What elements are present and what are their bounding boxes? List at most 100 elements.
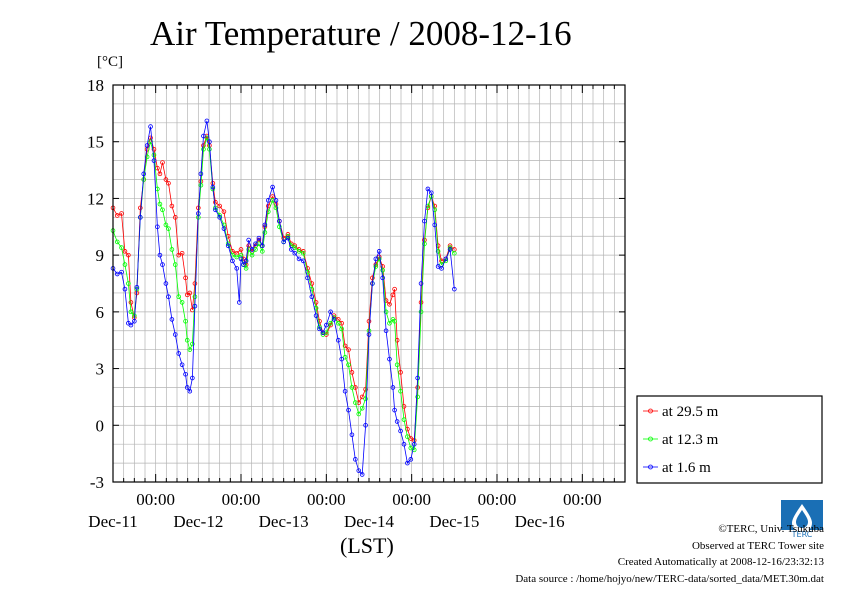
data-point xyxy=(339,326,344,332)
data-point xyxy=(452,250,457,256)
x-tick-date-label: Dec-11 xyxy=(88,512,137,531)
x-axis-label: (LST) xyxy=(340,533,394,558)
data-point xyxy=(119,211,124,216)
data-point xyxy=(163,281,169,286)
x-tick-date-label: Dec-13 xyxy=(259,512,309,531)
data-point xyxy=(246,237,251,243)
data-point xyxy=(425,186,431,192)
data-point xyxy=(335,320,341,326)
data-point xyxy=(273,205,279,211)
data-point xyxy=(126,252,131,258)
data-point xyxy=(356,468,362,473)
data-point xyxy=(277,224,282,230)
data-point xyxy=(289,247,294,252)
data-point xyxy=(443,256,449,262)
data-point xyxy=(394,362,400,368)
data-point xyxy=(187,290,193,296)
data-point xyxy=(383,309,389,315)
data-point xyxy=(349,385,355,390)
data-point xyxy=(176,252,182,258)
data-point xyxy=(160,262,165,267)
data-point xyxy=(157,171,163,177)
data-point xyxy=(138,205,143,211)
legend-label: at 29.5 m xyxy=(662,404,719,420)
data-point xyxy=(418,309,424,315)
x-tick-date-label: Dec-12 xyxy=(173,512,223,531)
data-point xyxy=(198,182,204,188)
data-point xyxy=(296,249,302,254)
data-point xyxy=(346,407,351,413)
data-point xyxy=(418,300,424,305)
data-point xyxy=(387,320,392,326)
x-tick-time-label: 00:00 xyxy=(136,490,175,509)
data-point xyxy=(192,281,198,286)
data-point xyxy=(190,375,195,381)
data-point xyxy=(169,247,175,252)
data-point xyxy=(394,419,400,424)
data-point xyxy=(160,160,165,165)
data-point xyxy=(119,269,124,275)
data-point xyxy=(292,245,298,250)
data-point xyxy=(172,215,178,220)
y-tick-label: 6 xyxy=(96,303,105,322)
y-tick-label: 3 xyxy=(96,360,105,379)
data-point xyxy=(166,294,171,300)
data-point xyxy=(309,281,315,286)
data-point xyxy=(234,266,240,271)
data-point xyxy=(151,158,157,163)
data-point xyxy=(373,264,379,269)
legend-item: at 1.6 m xyxy=(643,460,711,476)
data-point xyxy=(376,249,382,254)
data-point xyxy=(342,354,348,360)
x-tick-date-label: Dec-16 xyxy=(515,512,565,531)
series-at-1-6-m xyxy=(110,118,457,477)
data-point xyxy=(309,294,315,300)
chart-title: Air Temperature / 2008-12-16 xyxy=(150,14,572,53)
credit-line-copyright: ©TERC, Univ. Tsukuba xyxy=(718,523,824,535)
data-point xyxy=(317,326,322,332)
data-point xyxy=(447,247,453,252)
data-point xyxy=(151,146,157,152)
data-point xyxy=(356,411,362,417)
data-point xyxy=(387,356,392,362)
data-point xyxy=(179,362,185,368)
data-point xyxy=(366,319,372,324)
data-point xyxy=(179,300,185,305)
data-point xyxy=(313,313,319,318)
credit-line-source: Data source : /home/hojyo/new/TERC-data/… xyxy=(515,572,824,585)
data-point xyxy=(300,258,306,264)
series-line xyxy=(112,136,455,451)
data-point xyxy=(128,322,134,328)
data-point xyxy=(249,252,255,258)
data-point xyxy=(213,207,218,213)
credits-block: ©TERC, Univ. Tsukuba Observed at TERC To… xyxy=(515,521,824,587)
data-point xyxy=(155,224,160,230)
data-point xyxy=(335,337,341,343)
data-point xyxy=(262,230,268,235)
data-point xyxy=(169,203,175,209)
data-point xyxy=(392,286,397,292)
series-layer xyxy=(110,118,457,477)
data-point xyxy=(392,319,397,324)
data-point xyxy=(176,294,182,300)
credit-line-site: Observed at TERC Tower site xyxy=(691,539,824,552)
data-point xyxy=(128,309,134,315)
data-point xyxy=(353,400,358,405)
data-point xyxy=(163,222,169,228)
data-point xyxy=(398,428,403,434)
data-point xyxy=(331,317,337,322)
data-point xyxy=(128,300,134,305)
data-point xyxy=(339,356,344,362)
data-point xyxy=(141,171,147,177)
data-point xyxy=(230,258,235,264)
data-point xyxy=(363,422,368,428)
data-point xyxy=(342,343,348,349)
y-axis-unit: [°C] xyxy=(97,54,123,70)
data-point xyxy=(305,275,310,281)
data-point xyxy=(383,328,389,334)
data-point xyxy=(390,292,396,298)
data-point xyxy=(166,181,171,186)
data-point xyxy=(405,460,410,466)
data-point xyxy=(184,385,190,390)
data-point xyxy=(324,322,329,328)
